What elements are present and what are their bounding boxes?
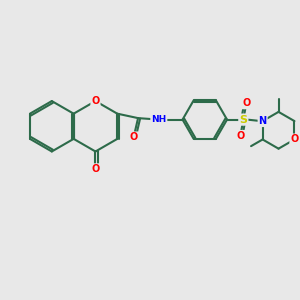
Text: O: O: [91, 164, 100, 174]
Text: O: O: [130, 132, 138, 142]
Text: O: O: [91, 96, 100, 106]
Text: S: S: [239, 115, 247, 124]
Text: O: O: [242, 98, 250, 108]
Text: O: O: [290, 134, 298, 145]
Text: N: N: [259, 116, 267, 126]
Text: NH: NH: [151, 115, 166, 124]
Text: O: O: [236, 131, 244, 141]
